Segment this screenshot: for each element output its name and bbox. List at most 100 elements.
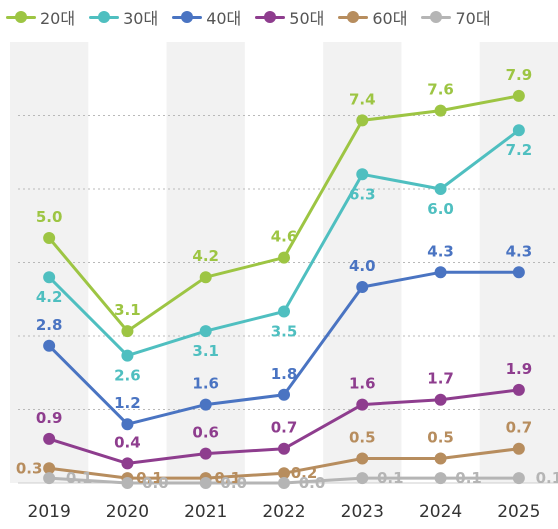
legend-label-2: 40대 xyxy=(206,9,242,28)
point-2-1 xyxy=(121,418,134,431)
data-label-1-0: 4.2 xyxy=(36,288,63,306)
point-0-1 xyxy=(121,325,134,338)
data-label-0-3: 4.6 xyxy=(271,228,298,246)
data-label-1-5: 6.0 xyxy=(427,200,454,218)
data-label-1-2: 3.1 xyxy=(192,342,219,360)
point-0-6 xyxy=(512,89,525,102)
legend-item-2: 40대 xyxy=(172,5,241,29)
data-label-2-1: 1.2 xyxy=(114,394,141,412)
data-label-4-4: 0.5 xyxy=(349,429,376,447)
data-labels: 5.0 3.1 4.2 4.6 7.4 7.6 7.9 4.2 2.6 3.1 3.5 6.3 6.0 7… xyxy=(16,66,558,492)
point-5-4 xyxy=(356,472,369,485)
point-2-2 xyxy=(199,398,212,411)
data-label-0-6: 7.9 xyxy=(506,66,533,84)
point-3-3 xyxy=(278,442,290,455)
data-label-0-4: 7.4 xyxy=(349,90,376,108)
data-label-1-6: 7.2 xyxy=(506,141,533,159)
data-label-4-3: 0.2 xyxy=(291,464,318,482)
point-0-4 xyxy=(356,114,369,127)
point-4-5 xyxy=(434,452,447,465)
point-3-1 xyxy=(121,457,134,470)
legend-swatch-2 xyxy=(172,9,203,25)
series-5 xyxy=(43,472,525,489)
point-0-3 xyxy=(278,251,290,264)
data-label-3-4: 1.6 xyxy=(349,375,376,393)
series-3 xyxy=(43,383,525,470)
x-tick-2025: 2025 xyxy=(497,502,540,522)
legend: 20대 30대 40대 50대 60대 70대 xyxy=(6,4,505,30)
point-5-2 xyxy=(199,477,212,489)
data-label-2-5: 4.3 xyxy=(427,242,454,260)
data-label-4-6: 0.7 xyxy=(506,419,533,437)
point-4-0 xyxy=(43,462,56,475)
legend-swatch-0 xyxy=(6,9,36,25)
series-2 xyxy=(43,266,525,431)
point-5-5 xyxy=(434,472,447,485)
legend-item-1: 30대 xyxy=(89,5,158,29)
point-1-0 xyxy=(43,271,56,284)
point-3-0 xyxy=(43,432,56,445)
data-label-0-1: 3.1 xyxy=(114,301,141,319)
point-2-5 xyxy=(434,266,447,279)
legend-item-5: 70대 xyxy=(421,5,491,29)
data-label-2-2: 1.6 xyxy=(192,375,219,393)
legend-item-0: 20대 xyxy=(6,5,75,29)
point-5-0 xyxy=(43,472,56,485)
data-label-3-0: 0.9 xyxy=(36,409,63,427)
data-label-1-4: 6.3 xyxy=(349,185,376,203)
data-label-3-2: 0.6 xyxy=(192,424,219,442)
legend-label-1: 30대 xyxy=(123,9,159,28)
data-label-5-1: 0.0 xyxy=(142,474,169,492)
point-1-2 xyxy=(199,325,212,338)
data-label-1-1: 2.6 xyxy=(114,367,141,385)
legend-item-4: 60대 xyxy=(338,5,407,29)
legend-swatch-1 xyxy=(89,9,120,25)
data-label-4-0: 0.3 xyxy=(16,459,43,477)
legend-label-3: 50대 xyxy=(289,9,325,28)
data-label-0-5: 7.6 xyxy=(427,81,454,99)
legend-swatch-4 xyxy=(338,9,369,25)
point-5-6 xyxy=(512,472,525,485)
data-label-3-6: 1.9 xyxy=(506,360,533,378)
point-0-0 xyxy=(43,232,56,244)
series-lines xyxy=(43,89,525,489)
point-2-4 xyxy=(356,281,369,293)
data-label-5-4: 0.1 xyxy=(377,469,404,487)
legend-label-0: 20대 xyxy=(40,9,76,28)
point-4-6 xyxy=(512,442,525,455)
point-0-5 xyxy=(434,104,447,117)
data-label-4-5: 0.5 xyxy=(427,429,454,447)
point-4-3 xyxy=(278,467,290,480)
point-1-5 xyxy=(434,183,447,195)
point-1-4 xyxy=(356,168,369,181)
point-3-4 xyxy=(356,398,369,411)
data-label-2-0: 2.8 xyxy=(36,316,63,334)
point-2-6 xyxy=(512,266,525,279)
x-tick-2020: 2020 xyxy=(106,502,149,522)
data-label-1-3: 3.5 xyxy=(271,323,298,341)
data-label-5-3: 0.0 xyxy=(299,474,326,492)
legend-label-4: 60대 xyxy=(372,9,408,28)
data-label-5-2: 0.0 xyxy=(220,474,247,492)
data-label-5-6: 0.1 xyxy=(536,469,558,487)
x-axis-ticks: 2019 2020 2021 2022 2023 2024 2025 xyxy=(28,502,541,522)
point-1-6 xyxy=(512,124,525,137)
point-2-0 xyxy=(43,339,56,352)
point-1-1 xyxy=(121,349,134,362)
point-0-2 xyxy=(199,271,212,284)
point-3-6 xyxy=(512,383,525,396)
point-1-3 xyxy=(278,305,290,318)
legend-swatch-5 xyxy=(421,9,452,25)
x-tick-2022: 2022 xyxy=(262,502,305,522)
point-5-1 xyxy=(121,477,134,489)
data-label-3-5: 1.7 xyxy=(427,370,454,388)
data-label-0-0: 5.0 xyxy=(36,208,63,226)
point-3-2 xyxy=(199,447,212,460)
point-3-5 xyxy=(434,393,447,406)
data-label-4-1: 0.1 xyxy=(136,469,163,487)
series-0 xyxy=(43,89,525,338)
x-tick-2023: 2023 xyxy=(341,502,384,522)
data-label-5-5: 0.1 xyxy=(455,469,482,487)
data-label-2-3: 1.8 xyxy=(271,365,298,383)
